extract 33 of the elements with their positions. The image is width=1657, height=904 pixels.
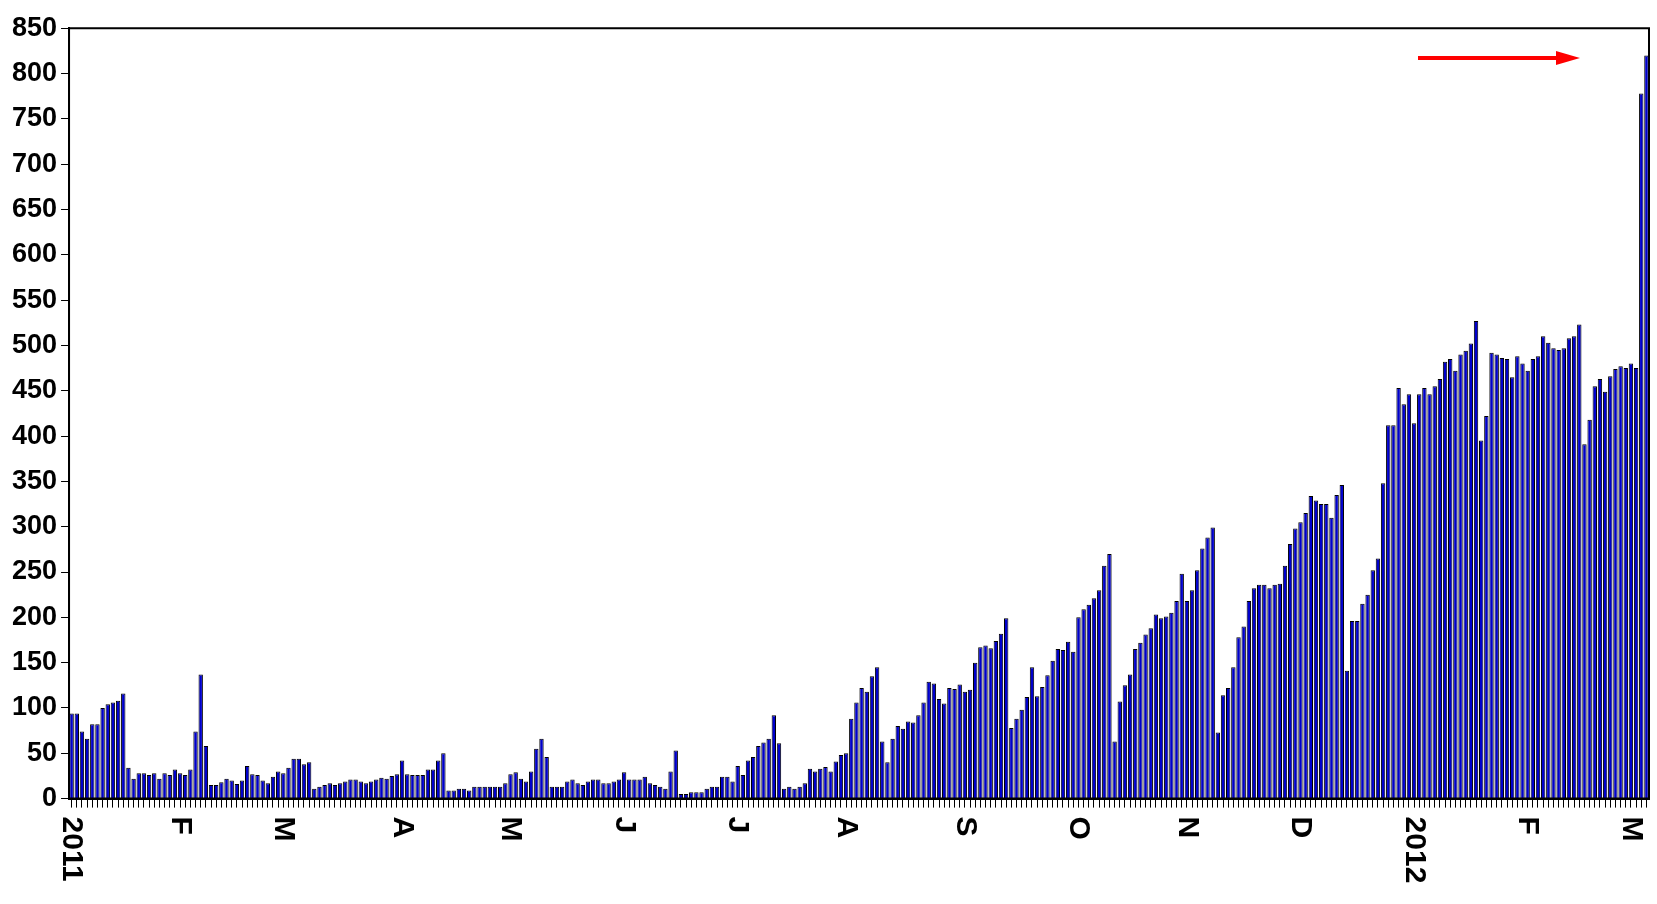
- y-tick-label: 0: [42, 782, 58, 813]
- y-tick-label: 850: [11, 11, 58, 42]
- y-tick-label: 600: [11, 238, 58, 269]
- x-tick-label: 2012: [1399, 816, 1433, 884]
- y-tick-label: 650: [11, 192, 58, 223]
- x-tick-label: J: [609, 816, 643, 834]
- y-tick-label: 800: [11, 56, 58, 87]
- y-tick-label: 700: [11, 147, 58, 178]
- x-tick-label: M: [269, 816, 303, 842]
- y-tick-label: 500: [11, 328, 58, 359]
- y-tick-label: 450: [11, 374, 58, 405]
- y-tick-label: 550: [11, 283, 58, 314]
- x-tick-label: O: [1064, 816, 1098, 840]
- y-tick-label: 150: [11, 646, 58, 677]
- y-tick-label: 350: [11, 464, 58, 495]
- y-tick-label: 200: [11, 600, 58, 631]
- y-tick-label: 100: [11, 691, 58, 722]
- x-tick-label: F: [165, 816, 199, 835]
- x-tick-label: S: [950, 816, 984, 837]
- x-tick-label: A: [387, 816, 421, 839]
- x-tick-label: A: [831, 816, 865, 839]
- y-tick-label: 250: [11, 555, 58, 586]
- x-tick-label: N: [1172, 816, 1206, 839]
- y-tick-label: 50: [27, 736, 58, 767]
- x-tick-label: J: [723, 816, 757, 834]
- x-tick-label: D: [1286, 816, 1320, 839]
- x-tick-label: M: [496, 816, 530, 842]
- y-tick-label: 300: [11, 510, 58, 541]
- y-tick-label: 750: [11, 102, 58, 133]
- x-tick-label: M: [1616, 816, 1650, 842]
- x-tick-label: 2011: [57, 816, 91, 882]
- y-tick-label: 400: [11, 419, 58, 450]
- x-tick-label: F: [1513, 816, 1547, 835]
